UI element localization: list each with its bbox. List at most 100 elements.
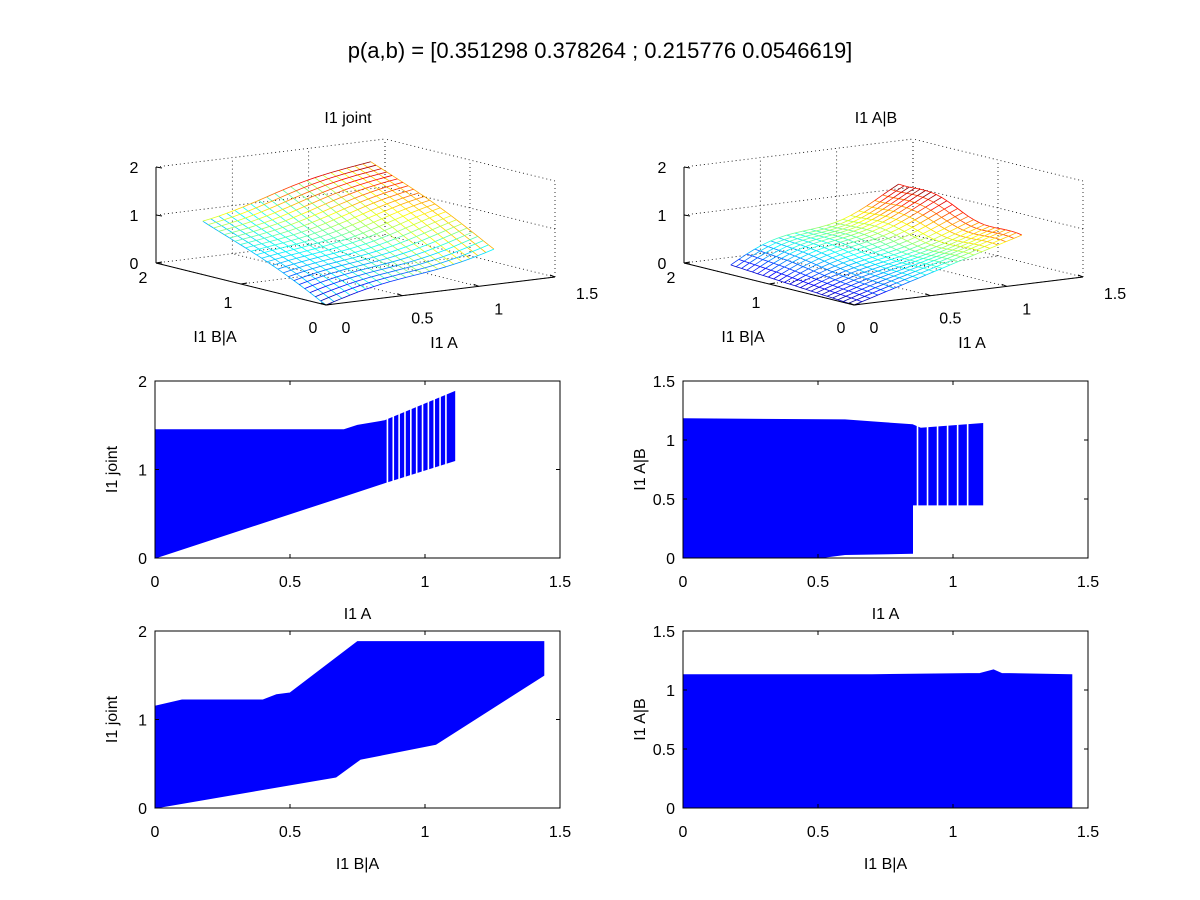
surface-mesh-line [832,281,841,286]
surface-mesh-line [344,186,353,191]
x-tick-label: 1.5 [1077,824,1099,841]
surface-mesh-line [762,240,771,246]
surf-joint-title: I1 joint [324,110,372,127]
surface-mesh-line [995,234,1004,239]
surface-mesh-line [816,247,825,252]
surface-mesh-line [911,204,921,211]
surface-mesh-line [346,180,355,184]
data-band [154,390,456,559]
surface-mesh-line [821,277,830,282]
surface-mesh-line [855,211,865,218]
surface-mesh-line [295,187,305,192]
surface-mesh-line [925,250,934,255]
surface-mesh-line [872,241,881,245]
surface-mesh-line [293,231,302,236]
surface-mesh-line [274,227,284,231]
surface-mesh-line [816,275,825,280]
surface-mesh-line [888,249,897,253]
surface-mesh-line [746,253,871,299]
band-joint-vs-a-ylabel: I1 joint [104,445,121,493]
surface-mesh-line [317,203,326,208]
surface-mesh-line [416,196,425,200]
surface-mesh-line [266,196,391,283]
surface-mesh-line [901,269,911,274]
surface-mesh-line [861,236,870,240]
surface-mesh-line [362,163,487,253]
surface-mesh-line [842,246,852,250]
surface-mesh-line [1000,235,1009,241]
surface-mesh-line [871,214,881,220]
surface-mesh-line [821,263,830,268]
surface-mesh-line [437,230,446,235]
surface-mesh-line [368,250,377,254]
surface-mesh-line [344,205,353,210]
surface-mesh-line [960,215,969,221]
surface-mesh-line [365,202,374,207]
surface-mesh-line [917,263,927,268]
surface-mesh-line [445,246,455,251]
surface-mesh-line [885,197,894,204]
surface-mesh-line [904,255,913,259]
surface-mesh-line [352,239,361,244]
surface-mesh-line [848,226,857,231]
surface-mesh-line [850,243,860,248]
surface-mesh-line [890,228,900,233]
y-tick-label: 1 [138,463,147,480]
surface-mesh-line [941,264,951,269]
surface-mesh-line [315,260,324,264]
z-tick [155,166,163,169]
surface-mesh-line [920,249,929,254]
surface-mesh-line [866,200,875,207]
surface-mesh-line [347,266,356,270]
surface-mesh-line [344,287,353,292]
surface-mesh-line [325,282,335,287]
surface-mesh-line [882,232,892,237]
surface-mesh-line [890,212,900,218]
x-tick-label: 1.5 [1077,574,1099,591]
surface-mesh-line [301,228,310,233]
surface-mesh-line [357,205,366,211]
surface-mesh-line [842,225,851,230]
surface-mesh-line [392,242,401,247]
band-cond-vs-a-ylabel: I1 A|B [632,448,649,490]
surface-mesh-line [928,213,937,219]
surface-mesh-line [384,226,393,231]
surface-mesh-line [271,197,281,202]
surface-mesh-line [328,211,337,217]
surface-mesh-line [794,266,804,272]
surface-mesh-line [416,213,425,218]
surface-mesh-line [387,255,396,259]
surface-mesh-line [266,244,276,248]
surface-mesh-line [331,256,340,260]
surface-mesh-line [848,287,857,292]
surface-mesh-line [392,204,401,209]
x-tick [473,283,479,287]
surface-mesh-line [864,230,873,235]
surface-mesh-line [765,262,774,269]
surface-mesh-line [856,259,865,263]
surface-mesh-line [242,221,251,225]
surface-mesh-line [285,249,294,252]
surface-mesh-line [976,246,985,251]
band-joint-vs-b-ylabel: I1 joint [104,695,121,743]
x-tick-label: 1.5 [576,286,598,303]
surface-mesh-line [872,266,881,270]
surface-mesh-line [920,236,929,241]
surface-mesh-line [400,256,409,260]
surface-mesh-line [829,259,838,264]
surface-mesh-line [330,204,340,209]
surface-mesh-line [351,169,361,172]
surface-mesh-line [338,167,347,171]
surface-mesh-line [912,239,921,245]
surface-mesh-line [842,218,967,259]
surface-mesh-line [962,225,972,231]
surface-mesh-line [898,240,908,245]
surface-mesh-line [290,221,300,225]
surface-mesh-line [384,245,393,249]
surface-mesh-line [797,274,806,280]
surface-mesh-line [938,200,948,206]
surface-mesh-line [850,215,975,256]
surface-mesh-line [400,239,409,244]
surface-mesh-line [309,289,319,294]
surface-mesh-line [429,268,439,272]
